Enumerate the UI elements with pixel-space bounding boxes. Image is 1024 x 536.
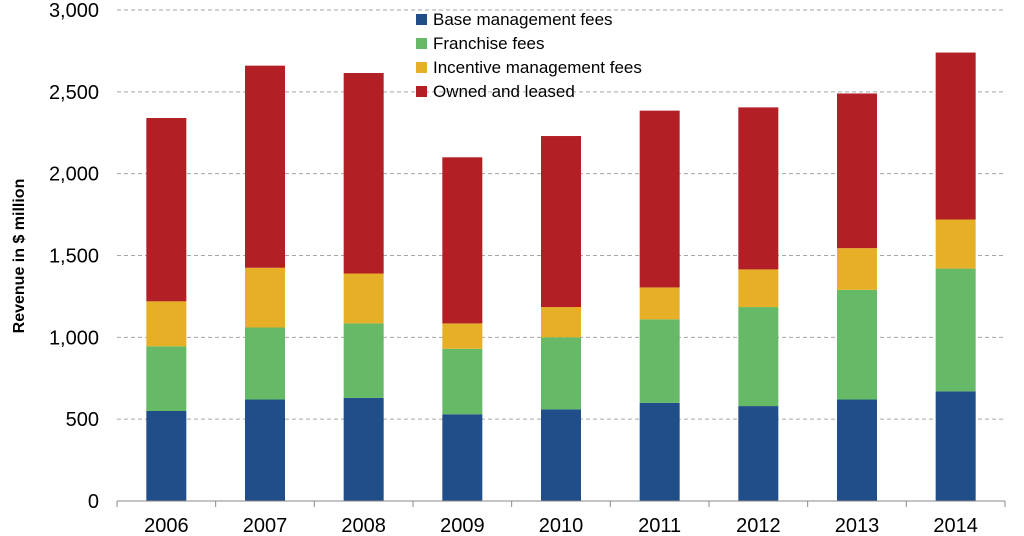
bar-segment	[245, 65, 285, 268]
legend-label: Incentive management fees	[433, 58, 642, 77]
legend-label: Base management fees	[433, 10, 613, 29]
x-tick-labels: 2006 2007 2008 2009 2010 2011 2012 2013 2014	[144, 515, 978, 536]
bar-segment	[146, 301, 187, 347]
y-tick-label: 3,000	[49, 0, 99, 22]
bar-segment	[245, 399, 285, 501]
bar-segment	[935, 268, 976, 392]
x-tick-label: 2014	[933, 515, 978, 536]
bar-segment	[343, 73, 384, 274]
bar-segment	[935, 391, 976, 501]
bar-segment	[245, 267, 285, 328]
bar-segment	[343, 273, 384, 324]
bar-segment	[343, 323, 384, 398]
bar-segment	[738, 307, 779, 407]
y-tick-label: 1,500	[49, 246, 99, 268]
bar-segment	[738, 269, 779, 308]
bar-segment	[541, 409, 581, 501]
bar-segment	[541, 337, 581, 410]
bar-segment	[442, 414, 483, 501]
bar-segment	[639, 319, 680, 403]
x-tick-label: 2013	[835, 515, 880, 536]
bar-segment	[837, 93, 877, 249]
x-tick-label: 2011	[638, 515, 681, 536]
bar-segment	[837, 289, 877, 400]
y-tick-label: 2,000	[49, 164, 99, 186]
legend-swatch	[416, 14, 427, 25]
legend-swatch	[416, 86, 427, 97]
y-tick-labels: 0 500 1,000 1,500 2,000 2,500 3,000	[49, 0, 99, 513]
x-tick-label: 2010	[539, 515, 584, 536]
bar-segment	[442, 323, 483, 349]
y-tick-label: 0	[88, 491, 99, 513]
bar-segment	[738, 107, 779, 270]
bar-segment	[639, 287, 680, 320]
bar-segment	[935, 219, 976, 269]
bar-segment	[639, 110, 680, 288]
bar-segment	[541, 136, 581, 308]
bar-segment	[146, 346, 187, 411]
bar-segment	[541, 307, 581, 338]
x-tick-label: 2012	[736, 515, 781, 536]
bar-segment	[837, 399, 877, 501]
legend-label: Owned and leased	[433, 82, 575, 101]
bars	[146, 52, 976, 501]
bar-segment	[343, 397, 384, 501]
y-tick-label: 500	[66, 409, 99, 431]
x-tick-label: 2009	[440, 515, 485, 536]
x-tick-label: 2007	[243, 515, 288, 536]
legend: Base management fees Franchise fees Incent…	[416, 10, 642, 101]
x-tick-label: 2008	[341, 515, 386, 536]
legend-swatch	[416, 38, 427, 49]
bar-segment	[738, 406, 779, 501]
bar-segment	[146, 410, 187, 501]
bar-segment	[442, 348, 483, 415]
bar-segment	[245, 327, 285, 400]
bar-segment	[442, 157, 483, 324]
bar-segment	[837, 248, 877, 290]
y-tick-label: 2,500	[49, 82, 99, 104]
axes	[116, 500, 1006, 507]
y-axis-title: Revenue in $ million	[11, 179, 28, 334]
x-tick-label: 2006	[144, 515, 189, 536]
legend-label: Franchise fees	[433, 34, 545, 53]
bar-segment	[935, 52, 976, 220]
y-tick-label: 1,000	[49, 327, 99, 349]
bar-segment	[146, 118, 187, 302]
legend-swatch	[416, 62, 427, 73]
bar-segment	[639, 402, 680, 501]
